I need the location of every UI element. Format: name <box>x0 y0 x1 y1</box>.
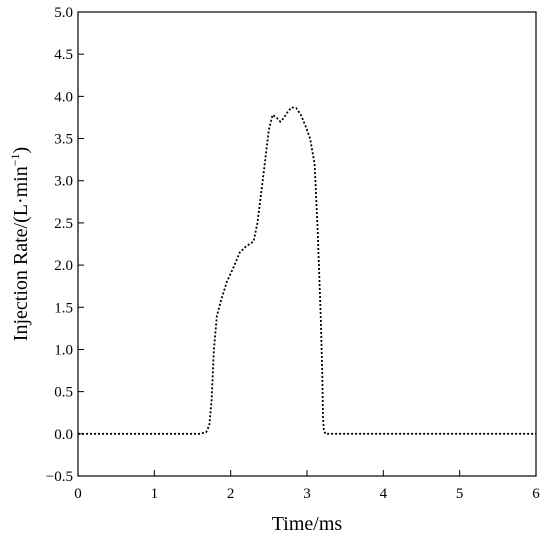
x-tick-label: 2 <box>227 486 235 502</box>
series-group <box>78 106 536 435</box>
y-axis-title-main: Injection Rate/(L·min <box>10 166 32 341</box>
y-ticks: −0.5 0.0 0.5 1.0 1.5 2.0 2.5 3.0 3.5 4.0 4.5 5.0 <box>46 5 84 485</box>
x-tick-label: 1 <box>151 486 159 502</box>
x-tick-label: 4 <box>380 486 388 502</box>
y-tick-label: 4.5 <box>54 47 73 63</box>
x-tick-label: 5 <box>456 486 464 502</box>
y-tick-label: 3.0 <box>54 174 73 190</box>
y-tick-label: 0.0 <box>54 427 73 443</box>
y-axis-title-close: ) <box>10 147 32 154</box>
x-ticks: 0 1 2 3 4 5 6 <box>74 470 540 502</box>
x-axis-title: Time/ms <box>272 513 343 535</box>
plot-frame <box>77 11 537 477</box>
y-tick-label: 1.0 <box>54 342 73 358</box>
x-tick-label: 3 <box>303 486 311 502</box>
y-axis-title-sup: −1 <box>8 153 22 166</box>
y-tick-label: 2.0 <box>54 258 73 274</box>
injection-rate-line <box>78 106 536 435</box>
y-tick-label: 3.5 <box>54 132 73 148</box>
y-tick-label: 5.0 <box>54 5 73 21</box>
x-tick-label: 0 <box>74 486 82 502</box>
y-tick-label: 0.5 <box>54 385 73 401</box>
y-tick-label: 4.0 <box>54 89 73 105</box>
y-tick-label: −0.5 <box>46 469 73 485</box>
y-tick-label: 1.5 <box>54 300 73 316</box>
x-tick-label: 6 <box>532 486 540 502</box>
y-tick-label: 2.5 <box>54 216 73 232</box>
y-axis-title: Injection Rate/(L·min−1) <box>8 147 32 341</box>
